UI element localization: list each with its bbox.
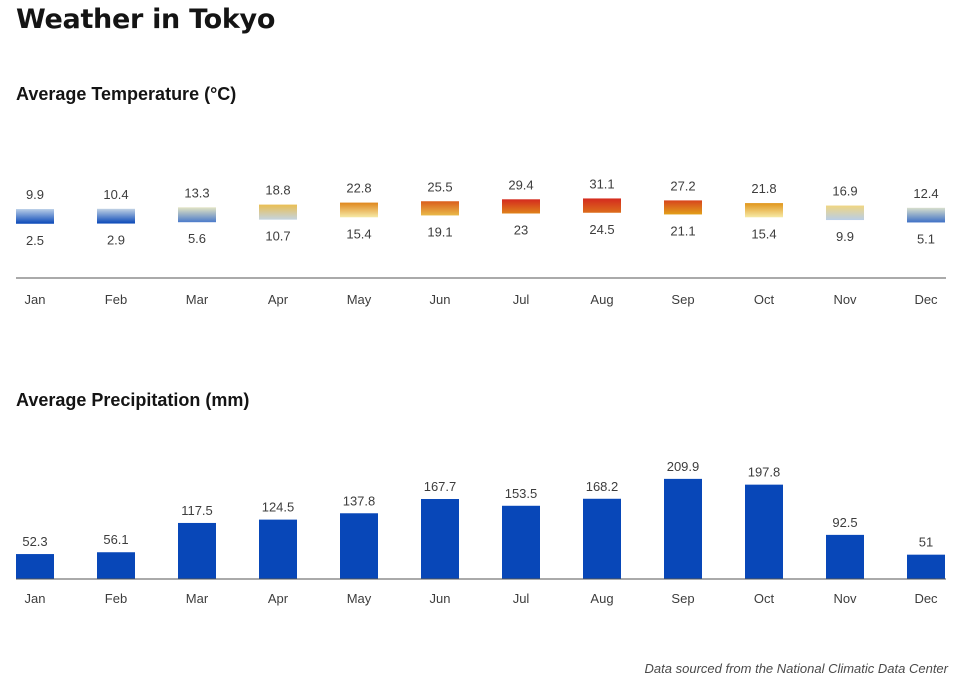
month-tick-label: Sep bbox=[671, 292, 694, 307]
month-tick-label: Feb bbox=[105, 591, 127, 606]
data-source-note: Data sourced from the National Climatic … bbox=[644, 661, 948, 676]
precipitation-value-label: 124.5 bbox=[262, 500, 295, 515]
low-temp-label: 5.6 bbox=[188, 231, 206, 246]
precipitation-value-label: 92.5 bbox=[832, 515, 857, 530]
month-tick-label: Mar bbox=[186, 292, 209, 307]
temperature-range-bar bbox=[583, 198, 621, 213]
low-temp-label: 15.4 bbox=[751, 226, 776, 241]
temperature-range-bar bbox=[826, 205, 864, 221]
high-temp-label: 29.4 bbox=[508, 177, 533, 192]
month-tick-label: May bbox=[347, 292, 372, 307]
month-tick-label: Aug bbox=[590, 591, 613, 606]
low-temp-label: 10.7 bbox=[265, 229, 290, 244]
precipitation-bar bbox=[259, 519, 297, 579]
precipitation-chart: 52.3 Jan 56.1 Feb 117.5 Mar 124.5 Apr 137.8 May 16… bbox=[16, 459, 946, 606]
temperature-range-bar bbox=[502, 199, 540, 214]
precipitation-value-label: 167.7 bbox=[424, 479, 457, 494]
low-temp-label: 9.9 bbox=[836, 229, 854, 244]
month-tick-label: Dec bbox=[914, 292, 938, 307]
precipitation-value-label: 117.5 bbox=[181, 503, 213, 518]
precipitation-value-label: 197.8 bbox=[748, 465, 781, 480]
low-temp-label: 15.4 bbox=[346, 226, 371, 241]
month-tick-label: Aug bbox=[590, 292, 613, 307]
month-tick-label: Jul bbox=[513, 591, 530, 606]
temperature-range-bar bbox=[421, 201, 459, 216]
temperature-chart-title: Average Temperature (°C) bbox=[16, 84, 237, 104]
low-temp-label: 23 bbox=[514, 223, 528, 238]
high-temp-label: 31.1 bbox=[589, 176, 614, 191]
precipitation-bar bbox=[826, 534, 864, 579]
month-tick-label: Apr bbox=[268, 292, 289, 307]
precipitation-bar bbox=[664, 478, 702, 579]
precipitation-bar bbox=[421, 499, 459, 579]
temperature-chart: 9.9 2.5 Jan 10.4 2.9 Feb 13.3 5.6 Mar 18.8 10.7 Apr… bbox=[16, 176, 946, 307]
month-tick-label: Nov bbox=[833, 292, 857, 307]
precipitation-bar bbox=[178, 522, 216, 579]
precipitation-chart-title: Average Precipitation (mm) bbox=[16, 390, 250, 410]
temperature-range-bar bbox=[178, 207, 216, 223]
precipitation-bar bbox=[907, 554, 945, 579]
month-tick-label: Oct bbox=[754, 292, 775, 307]
month-tick-label: Dec bbox=[914, 591, 938, 606]
low-temp-label: 2.9 bbox=[107, 233, 125, 248]
low-temp-label: 19.1 bbox=[427, 224, 452, 239]
temperature-range-bar bbox=[97, 208, 135, 224]
high-temp-label: 21.8 bbox=[751, 181, 776, 196]
month-tick-label: May bbox=[347, 591, 372, 606]
precipitation-value-label: 56.1 bbox=[103, 532, 128, 547]
high-temp-label: 16.9 bbox=[832, 184, 857, 199]
low-temp-label: 21.1 bbox=[670, 223, 695, 238]
high-temp-label: 13.3 bbox=[184, 185, 209, 200]
month-tick-label: Jul bbox=[513, 292, 530, 307]
high-temp-label: 10.4 bbox=[103, 187, 128, 202]
high-temp-label: 22.8 bbox=[346, 181, 371, 196]
precipitation-bar bbox=[583, 498, 621, 579]
high-temp-label: 18.8 bbox=[265, 183, 290, 198]
month-tick-label: Apr bbox=[268, 591, 289, 606]
precipitation-bar bbox=[97, 552, 135, 579]
precipitation-bar bbox=[16, 554, 54, 579]
month-tick-label: Mar bbox=[186, 591, 209, 606]
high-temp-label: 25.5 bbox=[427, 179, 452, 194]
precipitation-value-label: 209.9 bbox=[667, 459, 700, 474]
month-tick-label: Jun bbox=[430, 591, 451, 606]
month-tick-label: Feb bbox=[105, 292, 127, 307]
month-tick-label: Jan bbox=[25, 591, 46, 606]
precipitation-bar bbox=[502, 505, 540, 579]
month-tick-label: Jan bbox=[25, 292, 46, 307]
temperature-range-bar bbox=[340, 202, 378, 218]
low-temp-label: 5.1 bbox=[917, 231, 935, 246]
precipitation-value-label: 137.8 bbox=[343, 493, 376, 508]
precipitation-bar bbox=[340, 513, 378, 579]
temperature-range-bar bbox=[664, 200, 702, 215]
precipitation-value-label: 51 bbox=[919, 535, 933, 550]
low-temp-label: 24.5 bbox=[589, 222, 614, 237]
high-temp-label: 27.2 bbox=[670, 178, 695, 193]
month-tick-label: Jun bbox=[430, 292, 451, 307]
page-title: Weather in Tokyo bbox=[16, 4, 276, 35]
month-tick-label: Oct bbox=[754, 591, 775, 606]
temperature-range-bar bbox=[16, 209, 54, 224]
precipitation-value-label: 168.2 bbox=[586, 479, 619, 494]
temperature-range-bar bbox=[907, 207, 945, 223]
month-tick-label: Nov bbox=[833, 591, 857, 606]
precipitation-value-label: 52.3 bbox=[22, 534, 47, 549]
precipitation-value-label: 153.5 bbox=[505, 486, 538, 501]
high-temp-label: 12.4 bbox=[913, 186, 938, 201]
month-tick-label: Sep bbox=[671, 591, 694, 606]
temperature-range-bar bbox=[259, 204, 297, 220]
low-temp-label: 2.5 bbox=[26, 233, 44, 248]
precipitation-bar bbox=[745, 484, 783, 579]
temperature-range-bar bbox=[745, 203, 783, 218]
high-temp-label: 9.9 bbox=[26, 187, 44, 202]
